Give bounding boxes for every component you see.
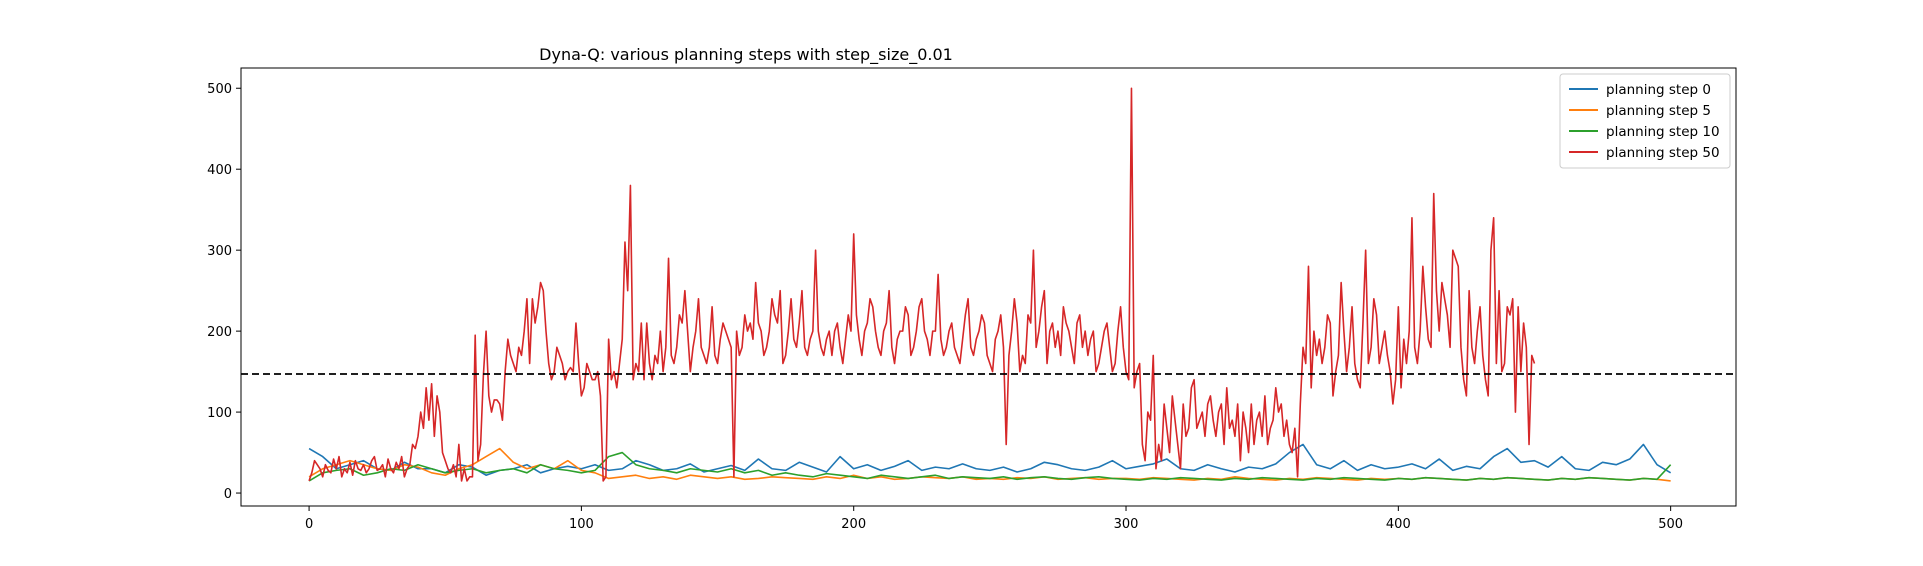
y-tick-label: 200: [207, 325, 232, 340]
x-tick-label: 200: [841, 517, 866, 532]
y-tick-label: 0: [224, 487, 232, 502]
axes-background: [241, 68, 1736, 506]
plot-area: [241, 68, 1736, 506]
x-tick-label: 300: [1114, 517, 1139, 532]
legend-frame: [1559, 73, 1731, 169]
x-tick-label: 500: [1658, 517, 1683, 532]
legend-label: planning step 5: [1606, 103, 1711, 119]
legend-label: planning step 50: [1606, 145, 1720, 161]
series-line-planning-step-50: [308, 87, 1536, 482]
legend-label: planning step 10: [1606, 124, 1720, 140]
y-axis: 0 100 200 300 400 500: [207, 82, 241, 502]
axes-frame: [240, 67, 1737, 507]
x-tick-label: 0: [305, 517, 313, 532]
series-line-planning-step-10: [308, 451, 1672, 482]
x-tick-label: 100: [569, 517, 594, 532]
series-layer: [308, 87, 1672, 482]
y-tick-label: 400: [207, 163, 232, 178]
legend-label: planning step 0: [1606, 82, 1711, 98]
x-tick-label: 400: [1386, 517, 1411, 532]
y-tick-label: 100: [207, 406, 232, 421]
y-tick-label: 500: [207, 82, 232, 97]
x-axis: 0 100 200 300 400 500: [305, 506, 1683, 532]
y-tick-label: 300: [207, 244, 232, 259]
legend: planning step 0 planning step 5 planning s…: [1559, 73, 1731, 169]
series-line-planning-step-0: [308, 443, 1672, 477]
chart-title: Dyna-Q: various planning steps with step…: [539, 45, 953, 65]
